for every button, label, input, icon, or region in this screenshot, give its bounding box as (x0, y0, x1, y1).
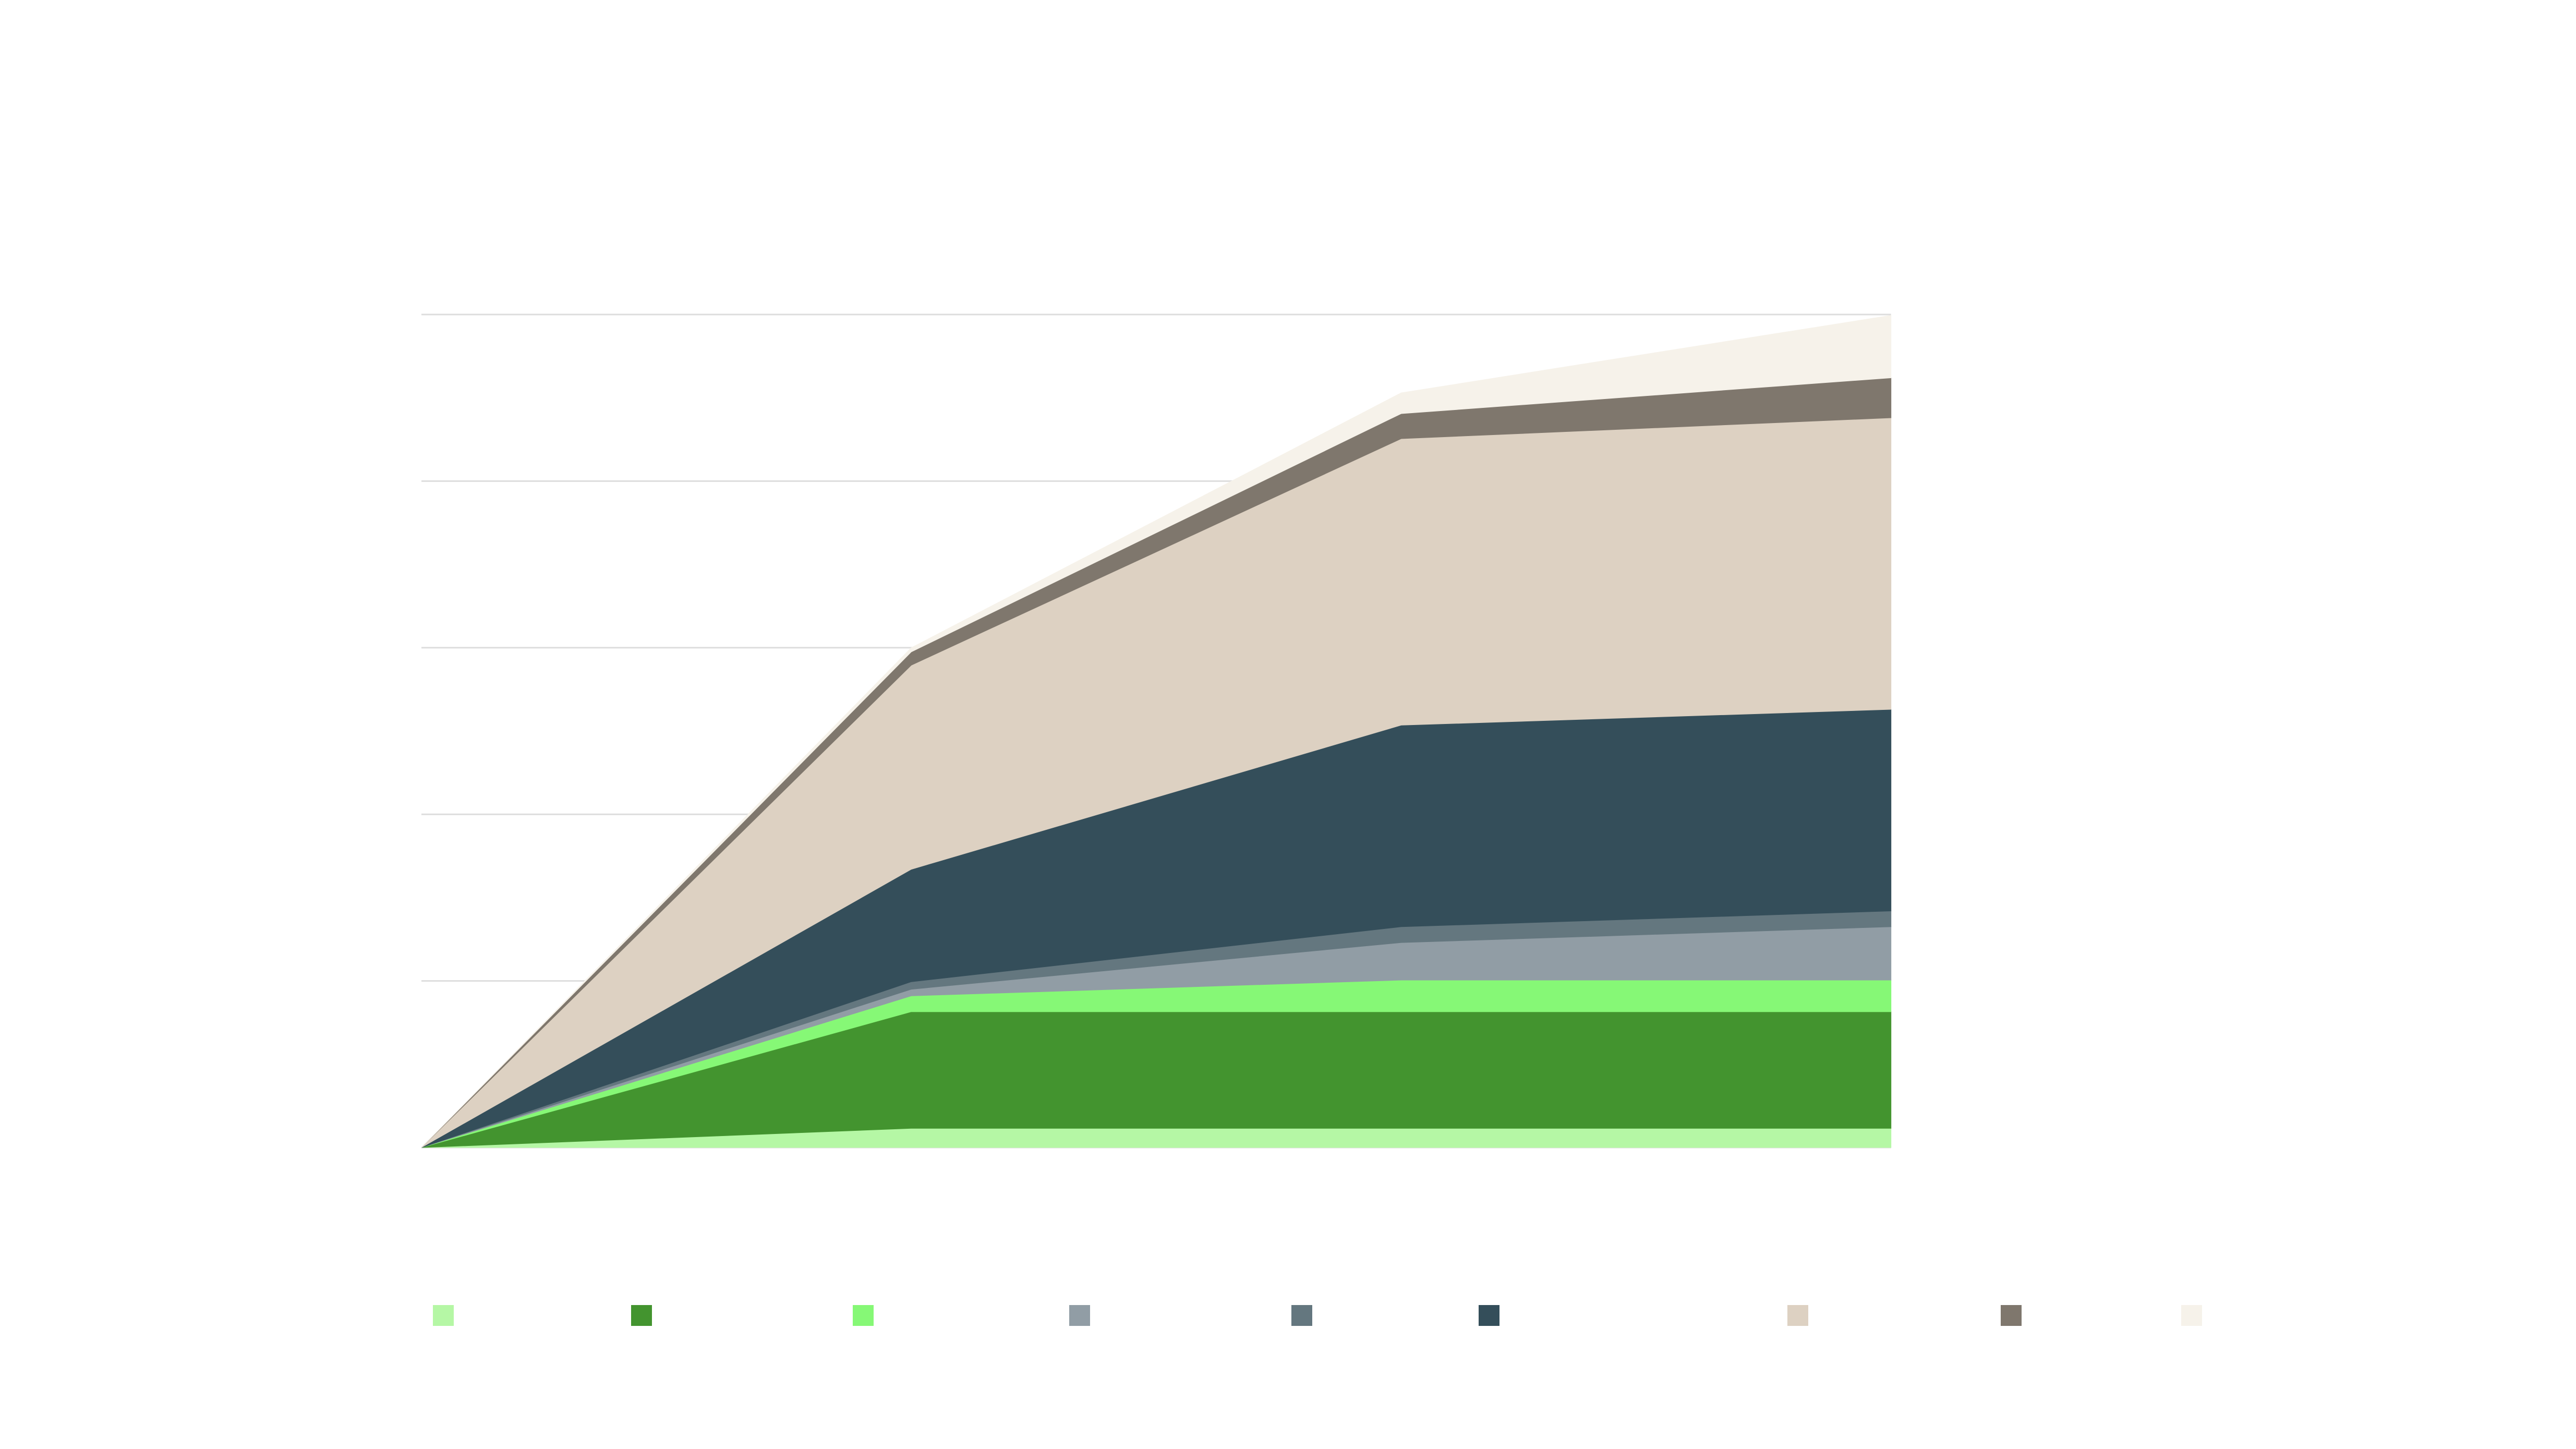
legend-item-3[interactable] (1069, 1305, 1090, 1326)
legend-swatch-7 (2001, 1305, 2022, 1326)
legend-item-2[interactable] (853, 1305, 874, 1326)
legend-item-1[interactable] (631, 1305, 652, 1326)
legend-item-7[interactable] (2001, 1305, 2022, 1326)
legend-swatch-4 (1291, 1305, 1312, 1326)
legend-swatch-3 (1069, 1305, 1090, 1326)
area-series-8 (421, 315, 1892, 1148)
area-series (421, 315, 1892, 1148)
legend-swatch-2 (853, 1305, 874, 1326)
legend-item-5[interactable] (1479, 1305, 1499, 1326)
legend-swatch-6 (1787, 1305, 1808, 1326)
legend-swatch-5 (1479, 1305, 1499, 1326)
legend-swatch-8 (2181, 1305, 2202, 1326)
legend-item-6[interactable] (1787, 1305, 1808, 1326)
legend-item-4[interactable] (1291, 1305, 1312, 1326)
legend-swatch-0 (433, 1305, 454, 1326)
legend-swatch-1 (631, 1305, 652, 1326)
legend-item-8[interactable] (2181, 1305, 2202, 1326)
legend-item-0[interactable] (433, 1305, 454, 1326)
